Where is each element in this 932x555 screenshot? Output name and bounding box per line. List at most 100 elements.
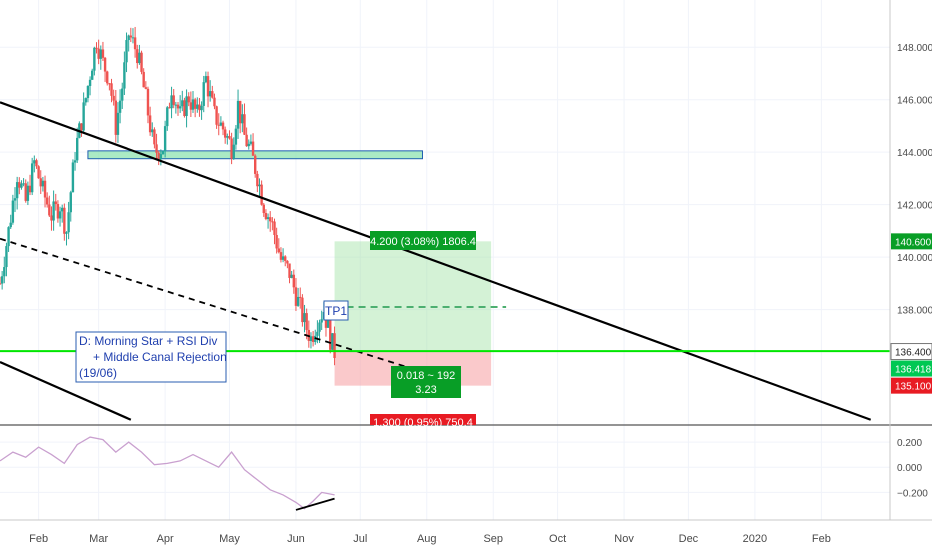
candle-body	[71, 162, 75, 193]
candle-body	[60, 207, 64, 212]
candle-body	[151, 129, 154, 133]
candle-body	[266, 217, 270, 220]
candle-body	[99, 49, 102, 59]
position-stop-label-text: 1.300 (0.95%) 750.4	[373, 417, 473, 429]
candle-body	[159, 154, 163, 160]
candle-body	[170, 95, 173, 109]
tp1-label: TP1	[325, 304, 347, 318]
osc-y-tick-label: 0.000	[897, 463, 922, 474]
candle-body	[155, 144, 158, 153]
candle-body	[178, 106, 182, 109]
candle-body	[0, 283, 2, 285]
candle-body	[114, 100, 118, 135]
candle-body	[153, 129, 156, 145]
candle-body	[228, 136, 231, 139]
candle-body	[200, 105, 203, 111]
candle-body	[133, 37, 137, 50]
candle-body	[140, 52, 143, 72]
position-center-label-bg	[391, 366, 461, 398]
candle-body	[65, 232, 68, 234]
annotation-note-line-1: D: Morning Star + RSI Div	[79, 334, 217, 348]
channel-line-2	[0, 237, 417, 371]
candle-body	[97, 48, 100, 59]
candle-body	[333, 333, 336, 358]
candle-body	[243, 114, 246, 135]
candle-body	[86, 85, 90, 99]
x-tick-label: Jul	[353, 533, 367, 545]
candle-body	[110, 83, 113, 96]
candle-body	[254, 155, 257, 174]
candle-body	[3, 267, 6, 277]
candle-body	[37, 166, 40, 179]
candle-body	[279, 252, 283, 260]
candle-body	[0, 276, 4, 284]
candle-body	[284, 256, 287, 261]
candle-body	[11, 200, 15, 223]
annotation-note[interactable]: D: Morning Star + RSI Div + Middle Canal…	[75, 331, 227, 383]
candle-body	[326, 320, 330, 328]
candle-body	[176, 104, 180, 109]
candle-body	[20, 183, 23, 188]
price-tag: 136.400	[895, 348, 932, 359]
candle-body	[294, 287, 298, 306]
candle-body	[80, 123, 83, 131]
x-tick-label: Apr	[157, 533, 174, 545]
candle-body	[299, 296, 302, 298]
candle-body	[189, 102, 193, 110]
candle-body	[230, 138, 233, 159]
tp1-marker-frame	[323, 300, 349, 321]
price-tag-bg	[891, 377, 932, 394]
label-layer: 140.600 136.400 136.418 135.100	[890, 233, 932, 394]
position-stop-label: 1.300 (0.95%) 750.4	[370, 414, 476, 429]
candle-body	[281, 256, 285, 260]
candle-body	[138, 52, 141, 64]
candle-body	[67, 212, 70, 233]
candle-body	[273, 221, 276, 235]
candle-body	[148, 115, 152, 133]
candle-body	[161, 150, 165, 155]
position-center-label-line-1: 0.018 ~ 192	[397, 370, 455, 382]
candle-body	[204, 76, 208, 83]
candle-body	[290, 274, 293, 278]
candle-body	[108, 83, 111, 85]
candle-body	[88, 79, 92, 86]
candle-body	[45, 197, 49, 205]
y-tick-label: 142.000	[897, 201, 932, 212]
osc-y-tick-label: 0.200	[897, 438, 922, 449]
candle-body	[258, 184, 261, 187]
candle-body	[43, 180, 47, 198]
x-tick-label: Aug	[417, 533, 437, 545]
candle-body	[202, 82, 205, 106]
candle-body	[91, 70, 94, 80]
candle-body	[309, 336, 313, 341]
tp1-marker[interactable]: TP1	[323, 300, 349, 321]
osc-y-tick-label: −0.200	[897, 488, 928, 499]
candle-body	[127, 35, 130, 41]
annotation-note-frame	[75, 331, 227, 383]
candle-body	[329, 320, 332, 350]
candle-body	[41, 180, 45, 187]
candle-body	[226, 136, 229, 138]
candle-body	[318, 322, 321, 332]
position-target-label-text: 4.200 (3.08%) 1806.4	[370, 236, 476, 248]
candle-body	[58, 211, 62, 219]
x-tick-label: 2020	[743, 533, 767, 545]
candle-body	[63, 207, 66, 234]
annotation-note-line-3: (19/06)	[79, 366, 117, 380]
candle-body	[166, 107, 169, 127]
candle-body	[13, 198, 17, 201]
candle-body	[223, 129, 227, 138]
candle-body	[241, 114, 244, 124]
x-tick-label: Feb	[812, 533, 831, 545]
candle-body	[286, 260, 289, 264]
candle-body	[48, 204, 51, 216]
candle-body	[264, 213, 268, 220]
candle-body	[331, 333, 334, 350]
candle-body	[54, 201, 57, 205]
candle-body	[76, 137, 79, 161]
candle-body	[211, 91, 214, 98]
price-tag: 136.418	[895, 365, 932, 376]
price-tag: 140.600	[895, 237, 932, 248]
